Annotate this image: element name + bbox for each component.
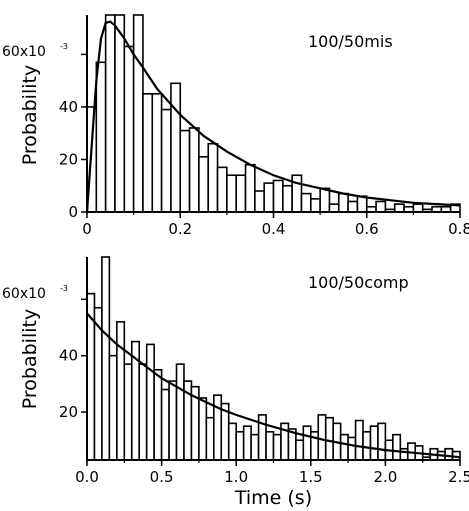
histogram-bar — [347, 436, 357, 461]
histogram-bar — [393, 203, 405, 213]
histogram-bar — [347, 200, 359, 213]
histogram-bar — [142, 93, 154, 213]
y-tick-label: 20 — [59, 403, 78, 421]
y-tick-label: 20 — [59, 150, 78, 168]
histogram-bar — [302, 425, 312, 461]
histogram-bar — [198, 397, 208, 461]
x-tick-label: 0.5 — [150, 468, 174, 486]
y-tick-label: 40 — [59, 98, 78, 116]
histogram-bar — [300, 192, 312, 213]
histogram-bar — [145, 343, 155, 461]
histogram-bar — [198, 156, 210, 213]
x-tick-label: 1.0 — [224, 468, 248, 486]
histogram-bar — [337, 192, 349, 213]
histogram-bar — [354, 419, 364, 461]
histogram-bar — [151, 93, 163, 213]
histogram-bar — [328, 203, 340, 213]
histogram-bar — [123, 45, 135, 213]
x-tick-label: 0.2 — [168, 220, 192, 238]
histogram-bar — [250, 433, 260, 461]
histogram-bar — [188, 127, 200, 213]
histogram-bar — [153, 368, 163, 461]
histogram-bar — [227, 422, 238, 461]
y-tick-exponent: -3 — [60, 284, 68, 293]
histogram-bar — [242, 425, 252, 461]
y-axis-label: Probability — [19, 65, 41, 165]
histogram-bar — [254, 190, 265, 213]
top-panel: 0 0.2 0.4 0.6 0.8 0 20 40 60x10 -3 Probability 100/… — [2, 14, 469, 238]
histogram-bar — [356, 195, 368, 213]
histogram-bar — [132, 14, 144, 213]
histogram-bar — [226, 174, 237, 213]
histogram-bar — [138, 363, 148, 461]
histogram-bar — [295, 439, 305, 461]
histogram-bar — [175, 363, 185, 461]
histogram-bar — [265, 431, 275, 461]
histogram-bar — [104, 14, 116, 213]
x-tick-label: 2.0 — [373, 468, 397, 486]
histogram-bar — [317, 414, 327, 461]
histogram-bar — [392, 433, 402, 461]
x-tick-label: 2.5 — [448, 468, 469, 486]
histogram-bar — [412, 203, 424, 213]
histogram-bar — [309, 198, 321, 213]
histogram-bar — [114, 14, 126, 213]
x-axis-label: Time (s) — [234, 487, 312, 509]
x-tick-label: 0.6 — [355, 220, 379, 238]
histogram-bar — [123, 363, 133, 461]
histogram-bar — [282, 184, 293, 213]
x-tick-label: 0 — [82, 220, 92, 238]
histogram-bar — [116, 321, 126, 461]
panel-annotation: 100/50mis — [308, 32, 393, 51]
histogram-bar — [101, 256, 111, 461]
panel-annotation: 100/50comp — [308, 273, 409, 292]
histogram-bar — [375, 200, 387, 213]
y-tick-label: 0 — [68, 203, 78, 221]
histogram-bar — [362, 431, 372, 461]
fit-curve — [86, 312, 461, 459]
histogram-bar — [444, 447, 454, 461]
histogram-bar — [205, 416, 215, 461]
histogram-bar — [213, 394, 223, 461]
y-tick-label-scientific: 60x10 — [2, 44, 46, 60]
histogram-bar — [216, 166, 228, 213]
x-tick-label: 0.4 — [262, 220, 286, 238]
y-tick-label: 40 — [59, 347, 78, 365]
histogram-bar — [179, 129, 191, 213]
histogram-bar — [244, 163, 256, 213]
histogram-bar — [272, 433, 282, 461]
histogram-bar — [377, 422, 387, 461]
histogram-bar — [319, 187, 331, 213]
histogram-bar — [263, 182, 275, 213]
histogram-bar — [339, 433, 349, 461]
histogram-bar — [160, 388, 170, 461]
y-axis-label: Probability — [19, 309, 41, 409]
bottom-panel: 0.0 0.5 1.0 1.5 2.0 2.5 20 40 60x10 -3 Probability… — [2, 256, 469, 509]
x-tick-label: 1.5 — [299, 468, 323, 486]
y-tick-label-scientific: 60x10 — [2, 286, 46, 302]
histogram-bar — [168, 380, 178, 461]
histogram-bar — [207, 142, 219, 213]
y-tick-exponent: -3 — [60, 42, 68, 51]
histogram-bar — [399, 447, 409, 461]
histogram-bar — [369, 425, 379, 461]
histogram-bar — [235, 431, 245, 461]
histogram-bar — [170, 82, 182, 213]
histogram-bar — [291, 174, 303, 213]
histogram-bar — [235, 174, 247, 213]
x-tick-label: 0.0 — [75, 468, 99, 486]
histogram-bar — [95, 61, 107, 213]
fit-curve — [85, 20, 461, 213]
histogram-bar — [108, 354, 118, 461]
histogram-bar — [272, 179, 284, 213]
histogram-bar — [324, 416, 334, 461]
histogram-bar — [160, 108, 172, 213]
x-tick-label: 0.8 — [448, 220, 469, 238]
